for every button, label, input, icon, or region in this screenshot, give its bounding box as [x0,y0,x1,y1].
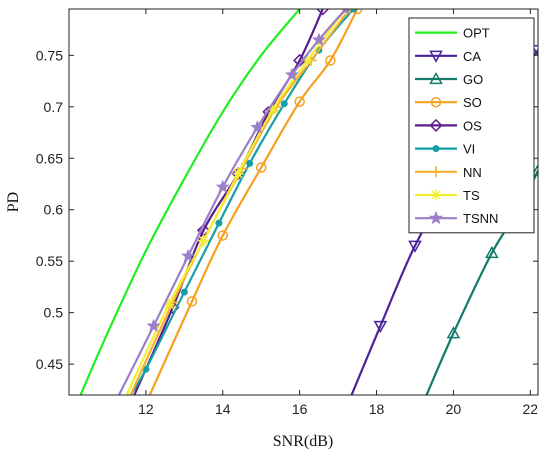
series-line-opt [79,9,301,395]
legend-label-tsnn: TSNN [463,211,498,226]
legend-marker-go [429,71,443,85]
series-tsnn [117,9,351,395]
y-tick-label: 0.6 [44,202,64,218]
series-point-tsnn [341,9,351,15]
legend-marker-ca [429,50,443,63]
legend-label-ts: TS [463,188,480,203]
series-point-tsnn [146,318,161,333]
y-tick-label: 0.45 [36,356,63,372]
legend-entry-nn: NN [415,165,482,180]
series-point-so [294,96,305,107]
legend-label-nn: NN [463,165,482,180]
legend-entry-ca: CA [415,49,481,64]
series-point-ca [373,320,388,334]
series-point-ts [301,54,313,66]
series-point-so [255,162,267,173]
series-point-os [316,9,330,16]
series-line-so [148,9,359,395]
legend-marker-tsnn [428,210,444,225]
series-point-tsnn [311,32,326,46]
series-point-tsnn [181,248,196,262]
x-tick-label: 18 [369,401,385,417]
x-tick-label: 20 [446,401,462,417]
legend-marker-so [430,96,442,108]
x-tick-label: 12 [138,401,154,417]
x-tick-label: 22 [523,401,539,417]
legend-marker-os [429,118,443,132]
legend-entry-tsnn: TSNN [415,210,498,226]
legend-entry-vi: VI [415,142,475,157]
legend-label-so: SO [463,95,482,110]
legend-entry-opt: OPT [415,26,490,41]
series-point-tsnn [250,120,265,134]
series-point-vi [280,100,288,108]
series-point-tsnn [284,67,299,81]
legend-label-ca: CA [463,49,481,64]
legend-label-go: GO [463,72,483,87]
legend-marker-ts [430,189,442,201]
x-tick-label: 14 [215,401,231,417]
legend-entry-go: GO [415,71,483,87]
series-so [148,9,363,395]
series-point-ca [531,45,538,58]
legend-entry-so: SO [415,95,482,110]
legend-marker-nn [430,166,442,178]
legend-label-opt: OPT [463,26,490,41]
x-axis-title: SNR(dB) [273,433,333,450]
y-tick-label: 0.65 [36,150,63,166]
y-tick-label: 0.75 [36,47,63,63]
series-point-so [325,55,336,66]
series-point-vi [215,219,223,227]
series-opt [79,9,301,395]
legend-entry-ts: TS [415,188,480,203]
series-point-go [485,245,499,259]
plot-frame [68,8,539,396]
series-point-ts [198,235,210,247]
series-point-so [217,230,229,241]
series-point-so [186,296,198,307]
series-point-ts [267,104,279,116]
series-point-ca [408,240,422,253]
series-ts [125,9,352,395]
series-point-go [446,326,461,339]
series-point-so [352,9,363,15]
series-point-tsnn [215,179,230,194]
y-tick-label: 0.5 [44,305,64,321]
y-axis-title: PD [5,192,22,212]
legend-entry-os: OS [415,118,482,133]
series-point-vi [246,159,254,167]
y-tick-label: 0.55 [36,253,63,269]
series-point-go [531,163,538,176]
axis-layer: 12 14 16 18 20 22 0.45 0.5 0.55 0.6 0.65 0.7 0.75 [36,9,539,417]
legend: OPT CA GO SO OS VI NN TS TSNN [408,17,535,234]
legend-label-os: OS [463,118,482,133]
legend-label-vi: VI [463,142,475,157]
x-tick-label: 16 [292,401,308,417]
legend-marker-vi [432,145,440,153]
y-tick-label: 0.7 [44,99,64,115]
series-point-ts [163,298,175,310]
series-point-vi [180,288,188,296]
series-point-ts [232,168,244,180]
